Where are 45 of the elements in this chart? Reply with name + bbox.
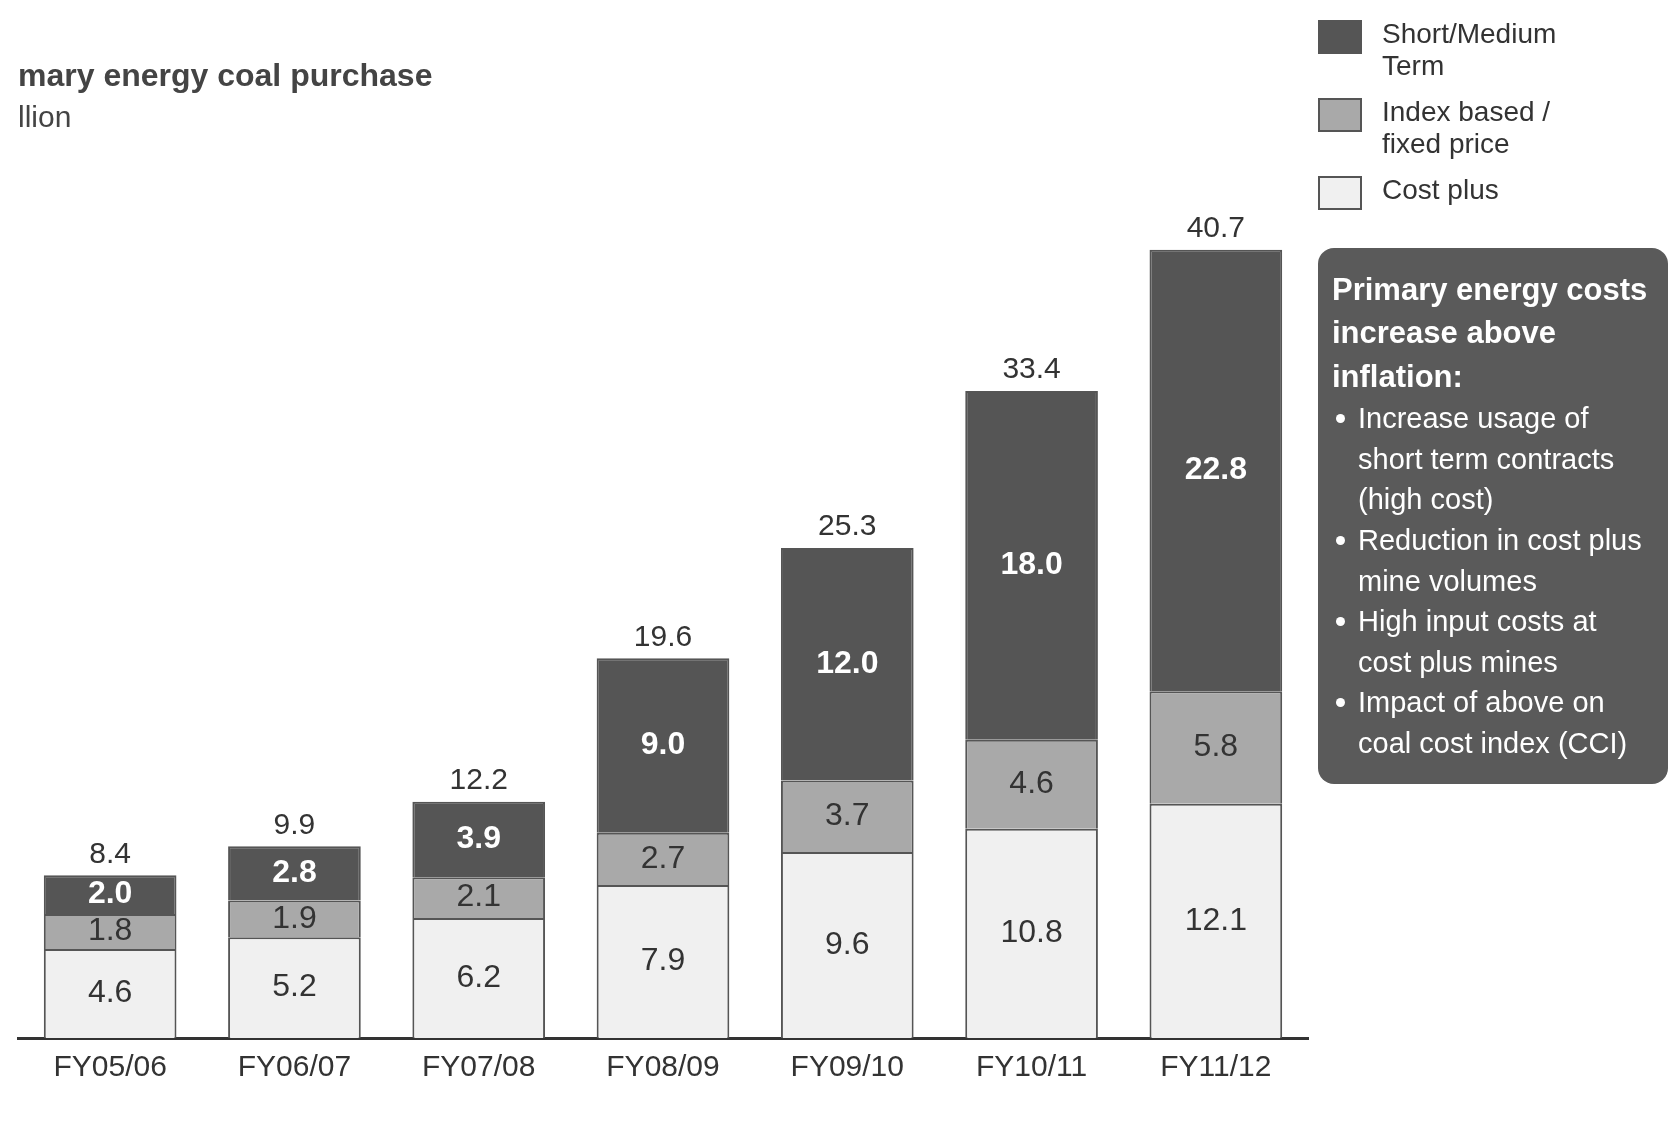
data-label: 12.0 <box>816 644 879 681</box>
legend-label: Short/Medium Term <box>1382 18 1558 82</box>
text: High input costs at cost plus mines <box>1358 604 1598 680</box>
x-tick-label: FY05/06 <box>53 1049 167 1083</box>
legend-label: Cost plus <box>1382 174 1500 206</box>
data-label: 2.7 <box>640 838 686 875</box>
data-label: 2.8 <box>272 853 317 890</box>
x-tick-label: FY10/11 <box>975 1049 1088 1083</box>
data-label: 2.1 <box>456 877 501 914</box>
data-label: 1.9 <box>272 898 317 935</box>
total-label: 9.9 <box>273 806 316 840</box>
data-label: 12.1 <box>1184 900 1247 937</box>
data-label: 4.6 <box>87 973 133 1010</box>
legend-label: Index based / fixed price <box>1382 96 1552 160</box>
x-tick-label: FY11/12 <box>1160 1049 1272 1083</box>
total-label: 33.4 <box>1002 351 1061 385</box>
data-label: 4.6 <box>1009 764 1054 801</box>
total-label: 19.6 <box>633 618 693 652</box>
total-label: 8.4 <box>89 835 131 869</box>
data-label: 10.8 <box>1000 913 1063 950</box>
x-tick-label: FY09/10 <box>790 1049 904 1083</box>
chart-subtitle: llion <box>18 99 72 133</box>
data-label: 6.2 <box>456 957 501 994</box>
text: Increase usage of short term contracts (high cost) <box>1358 401 1616 518</box>
chart-title: mary energy coal purchase <box>18 57 433 94</box>
data-label: 3.7 <box>825 796 870 833</box>
text: Reduction in cost plus mine volumes <box>1358 522 1643 599</box>
text: Primary energy costs increase above inflation: <box>1332 271 1649 396</box>
x-tick-label: FY08/09 <box>606 1049 720 1083</box>
data-label: 3.9 <box>456 819 501 856</box>
data-label: 9.6 <box>825 924 870 961</box>
data-label: 7.9 <box>640 941 686 978</box>
text: Impact of above on coal cost index (CCI) <box>1358 685 1629 761</box>
data-label: 5.8 <box>1193 727 1239 764</box>
total-label: 12.2 <box>449 761 508 795</box>
x-tick-label: FY07/08 <box>422 1049 536 1083</box>
data-label: 9.0 <box>640 725 686 762</box>
x-tick-label: FY06/07 <box>237 1049 352 1083</box>
data-label: 18.0 <box>1000 545 1063 582</box>
data-label: 5.2 <box>272 967 317 1004</box>
data-label: 22.8 <box>1184 450 1247 487</box>
total-label: 40.7 <box>1186 209 1246 243</box>
data-label: 1.8 <box>87 911 133 948</box>
data-label: 2.0 <box>87 874 133 911</box>
total-label: 25.3 <box>818 508 877 542</box>
